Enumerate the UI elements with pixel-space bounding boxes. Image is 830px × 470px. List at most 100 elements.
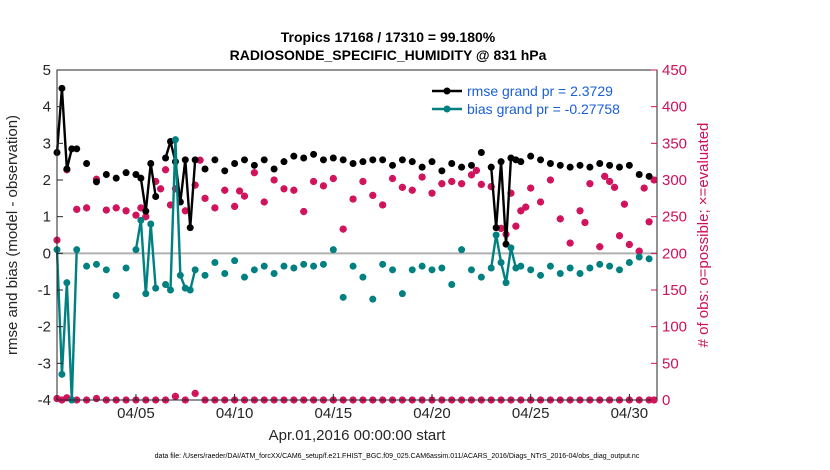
obs-evaluated-marker xyxy=(389,175,397,183)
bias-point xyxy=(241,273,248,281)
rmse-point xyxy=(438,167,446,175)
bias-point xyxy=(132,246,140,254)
rmse-point xyxy=(527,152,535,160)
x-tick-label: 04/20 xyxy=(413,405,451,422)
obs-evaluated-marker xyxy=(472,166,480,174)
bias-point xyxy=(428,266,436,274)
rmse-point xyxy=(556,161,564,169)
bias-point xyxy=(556,270,564,277)
bias-point xyxy=(176,271,184,279)
rmse-point xyxy=(221,167,229,175)
rmse-point xyxy=(517,158,525,166)
bias-point xyxy=(147,220,155,228)
obs-evaluated-marker xyxy=(349,195,357,203)
bias-point xyxy=(319,260,327,268)
rmse-line-segment xyxy=(499,161,508,245)
bias-point xyxy=(231,257,239,265)
y2-tick-label: 150 xyxy=(662,282,687,299)
obs-evaluated-marker xyxy=(201,194,209,202)
y2-tick-label: 0 xyxy=(662,392,670,409)
bias-line-segment xyxy=(490,234,498,269)
rmse-point xyxy=(502,240,510,248)
bias-point xyxy=(537,271,545,279)
rmse-point xyxy=(492,224,500,232)
rmse-point xyxy=(487,163,495,171)
rmse-point xyxy=(329,154,337,162)
rmse-point xyxy=(359,158,367,166)
obs-evaluated-marker xyxy=(635,247,643,255)
x-tick-label: 04/10 xyxy=(216,405,254,422)
legend-bias-marker xyxy=(443,105,451,113)
obs-evaluated-marker xyxy=(556,215,564,223)
rmse-point xyxy=(606,161,614,169)
obs-evaluated-marker xyxy=(581,219,589,227)
bias-line-segment xyxy=(149,223,157,289)
obs-evaluated-marker xyxy=(369,191,377,199)
obs-evaluated-marker xyxy=(428,189,436,197)
bias-point xyxy=(73,246,81,254)
rmse-point xyxy=(616,163,623,171)
rmse-point xyxy=(596,160,604,167)
bias-point xyxy=(625,259,633,266)
y-tick-label: 1 xyxy=(43,209,51,226)
rmse-point xyxy=(300,154,308,162)
rmse-point xyxy=(241,156,248,164)
obs-evaluated-marker xyxy=(586,180,594,188)
bias-point xyxy=(191,266,199,274)
rmse-point xyxy=(162,154,170,162)
rmse-point xyxy=(369,156,377,164)
rmse-point xyxy=(339,156,347,164)
bias-point xyxy=(63,279,71,287)
rmse-line-segment xyxy=(494,161,503,228)
rmse-point xyxy=(73,145,81,153)
rmse-point xyxy=(231,160,239,167)
bias-point xyxy=(310,262,318,270)
rmse-line-segment xyxy=(189,159,197,228)
bias-line-segment xyxy=(65,282,74,401)
rmse-point xyxy=(92,178,100,186)
rmse-point xyxy=(576,161,584,169)
bias-point xyxy=(349,262,357,270)
bias-point xyxy=(112,292,120,299)
obs-evaluated-marker xyxy=(546,176,554,184)
rmse-point xyxy=(58,84,66,92)
bias-point xyxy=(270,270,278,277)
obs-evaluated-marker xyxy=(73,205,81,213)
bias-point xyxy=(576,270,584,277)
rmse-point xyxy=(181,156,189,164)
rmse-point xyxy=(635,171,643,178)
bias-point xyxy=(83,262,91,270)
bias-point xyxy=(201,271,209,279)
obs-evaluated-marker xyxy=(606,177,614,185)
obs-evaluated-marker xyxy=(112,204,120,212)
bias-point xyxy=(596,260,604,268)
plot-area xyxy=(57,70,657,400)
obs-evaluated-marker xyxy=(241,192,248,200)
obs-evaluated-marker xyxy=(260,198,268,206)
rmse-line-segment xyxy=(139,177,148,212)
footer-data-file: data file: /Users/raeder/DAI/ATM_forcXX/… xyxy=(155,453,640,460)
obs-evaluated-marker xyxy=(221,186,229,194)
bias-point xyxy=(497,259,505,266)
obs-evaluated-marker xyxy=(620,200,628,208)
bias-point xyxy=(142,290,150,298)
bias-point xyxy=(369,295,377,303)
x-tick-label: 04/15 xyxy=(315,405,353,422)
y-tick-label: -3 xyxy=(38,355,51,372)
bias-point xyxy=(152,284,160,292)
y-tick-label: 2 xyxy=(43,172,51,189)
x-tick-label: 04/30 xyxy=(611,405,649,422)
legend-rmse-marker xyxy=(443,87,451,95)
plot-frame xyxy=(56,69,658,401)
rmse-point xyxy=(428,158,436,166)
y2-tick-label: 350 xyxy=(662,135,687,152)
rmse-line-segment xyxy=(179,159,187,203)
obs-evaluated-marker xyxy=(645,218,653,226)
rmse-point xyxy=(68,145,76,153)
bias-point xyxy=(339,293,347,301)
bias-point xyxy=(586,264,594,272)
bias-point xyxy=(438,264,446,272)
rmse-point xyxy=(250,161,258,169)
bias-point xyxy=(448,281,456,288)
rmse-point xyxy=(142,207,150,215)
